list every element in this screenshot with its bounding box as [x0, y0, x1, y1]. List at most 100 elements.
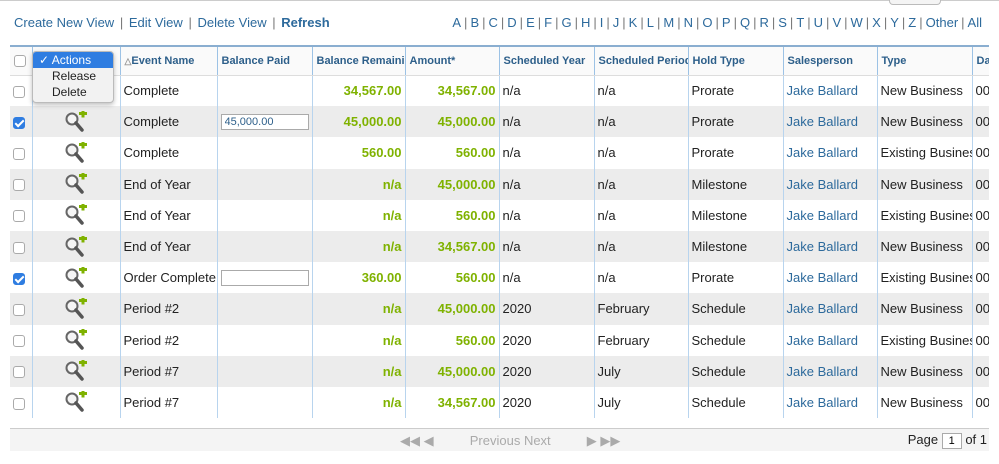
edit-view-link[interactable]: Edit View	[128, 15, 183, 30]
alpha-filter-b[interactable]: B	[470, 15, 480, 30]
top-button[interactable]	[889, 0, 941, 5]
salesperson-link[interactable]: Jake Ballard	[783, 75, 878, 107]
alpha-filter-y[interactable]: Y	[890, 15, 899, 30]
row-checkbox[interactable]	[13, 397, 25, 410]
table-row[interactable]: Complete 34,567.00 34,567.00 n/a n/a Prorate J…	[10, 75, 989, 107]
scheduled-year-cell: 2020	[499, 386, 595, 419]
alpha-filter-z[interactable]: Z	[908, 15, 917, 30]
row-checkbox[interactable]	[13, 85, 25, 98]
magnify-add-icon[interactable]	[64, 265, 88, 289]
alpha-filter-k[interactable]: K	[628, 15, 638, 30]
column-header-event-name[interactable]: △Event Name	[120, 47, 218, 76]
alpha-filter-v[interactable]: V	[832, 15, 842, 30]
alpha-filter-o[interactable]: O	[702, 15, 713, 30]
magnify-add-icon[interactable]	[64, 171, 88, 195]
previous-page-button[interactable]: Previous	[469, 433, 521, 448]
salesperson-link[interactable]: Jake Ballard	[783, 355, 878, 387]
alpha-filter-j[interactable]: J	[612, 15, 620, 30]
balance-paid-input[interactable]	[220, 270, 309, 287]
alpha-filter-i[interactable]: I	[599, 15, 604, 30]
create-view-link[interactable]: Create New View	[14, 15, 115, 30]
alpha-filter-other[interactable]: Other	[925, 15, 959, 30]
magnify-add-icon[interactable]	[64, 140, 88, 164]
column-header-type[interactable]: Type	[877, 47, 973, 76]
delete-view-link[interactable]: Delete View	[197, 15, 267, 30]
magnify-add-icon[interactable]	[64, 234, 88, 258]
alpha-filter-all[interactable]: All	[967, 15, 982, 30]
table-row[interactable]: Complete45,000.0045,000.00n/an/aProrateJ…	[10, 106, 989, 138]
column-header-scheduled-period[interactable]: Scheduled Period	[594, 47, 689, 76]
magnify-add-icon[interactable]	[64, 109, 88, 133]
table-row[interactable]: Period #7 n/a 34,567.00 2020 July Schedule Jak…	[10, 386, 989, 419]
next-page-button[interactable]: Next	[523, 433, 551, 448]
magnify-add-icon[interactable]	[64, 389, 88, 413]
balance-paid-input[interactable]	[220, 114, 309, 131]
alpha-filter-t[interactable]: T	[796, 15, 805, 30]
alpha-filter-h[interactable]: H	[580, 15, 591, 30]
column-header-amount[interactable]: Amount*	[405, 47, 500, 76]
alpha-filter-p[interactable]: P	[721, 15, 731, 30]
alpha-filter-q[interactable]: Q	[739, 15, 751, 30]
salesperson-link[interactable]: Jake Ballard	[783, 199, 878, 231]
alpha-filter-m[interactable]: M	[663, 15, 675, 30]
alpha-filter-w[interactable]: W	[850, 15, 863, 30]
table-row[interactable]: End of Year n/a 34,567.00 n/a n/a Milestone Ja…	[10, 230, 989, 263]
salesperson-link[interactable]: Jake Ballard	[783, 168, 878, 200]
alpha-filter-g[interactable]: G	[561, 15, 572, 30]
magnify-add-icon[interactable]	[64, 358, 88, 382]
actions-option[interactable]: ✓ Actions	[33, 52, 113, 68]
salesperson-link[interactable]: Jake Ballard	[783, 262, 878, 294]
row-checkbox[interactable]	[13, 241, 25, 254]
actions-dropdown[interactable]: ✓ Actions Release Delete	[32, 51, 114, 103]
alpha-filter-u[interactable]: U	[813, 15, 824, 30]
alpha-filter-l[interactable]: L	[646, 15, 654, 30]
table-row[interactable]: Period #2 n/a 45,000.00 2020 February Schedul…	[10, 293, 989, 325]
row-checkbox[interactable]	[13, 303, 25, 316]
table-row[interactable]: End of Year n/a 560.00 n/a n/a Milestone Jake …	[10, 199, 989, 231]
column-header-balance-paid[interactable]: Balance Paid	[217, 47, 313, 76]
column-header-scheduled-year[interactable]: Scheduled Year	[499, 47, 595, 76]
alpha-filter-d[interactable]: D	[507, 15, 517, 30]
alpha-filter-c[interactable]: C	[488, 15, 498, 30]
alpha-filter-x[interactable]: X	[872, 15, 881, 30]
column-header-salesperson[interactable]: Salesperson	[783, 47, 878, 76]
alpha-filter-s[interactable]: S	[778, 15, 787, 30]
magnify-add-icon[interactable]	[64, 296, 88, 320]
row-checkbox[interactable]	[13, 116, 25, 129]
column-header-hold-type[interactable]: Hold Type	[688, 47, 784, 76]
row-checkbox[interactable]	[13, 210, 25, 223]
salesperson-link[interactable]: Jake Ballard	[783, 293, 878, 325]
salesperson-link[interactable]: Jake Ballard	[783, 324, 878, 356]
alpha-filter-a[interactable]: A	[452, 15, 462, 30]
alpha-filter-e[interactable]: E	[526, 15, 535, 30]
row-checkbox[interactable]	[13, 148, 25, 161]
table-row[interactable]: Period #2 n/a 560.00 2020 February Schedule Ja…	[10, 324, 989, 356]
row-checkbox[interactable]	[13, 335, 25, 348]
row-checkbox[interactable]	[13, 272, 25, 285]
salesperson-link[interactable]: Jake Ballard	[783, 230, 878, 263]
alpha-filter-f[interactable]: F	[544, 15, 553, 30]
salesperson-link[interactable]: Jake Ballard	[783, 386, 878, 419]
next-last-icon[interactable]: ▶ ▶▶	[586, 433, 621, 448]
first-prev-icon[interactable]: ◀◀ ◀	[400, 433, 434, 448]
row-checkbox[interactable]	[13, 366, 25, 379]
table-row[interactable]: Period #7 n/a 45,000.00 2020 July Schedule Jak…	[10, 355, 989, 387]
table-row[interactable]: End of Year n/a 45,000.00 n/a n/a Milestone Ja…	[10, 168, 989, 200]
salesperson-link[interactable]: Jake Ballard	[783, 137, 878, 169]
delete-option[interactable]: Delete	[52, 85, 87, 99]
scheduled-year-cell: n/a	[499, 106, 595, 138]
table-row[interactable]: Complete 560.00 560.00 n/a n/a Prorate Jake Ba…	[10, 137, 989, 169]
salesperson-link[interactable]: Jake Ballard	[783, 106, 878, 138]
refresh-link[interactable]: Refresh	[281, 15, 330, 30]
magnify-add-icon[interactable]	[64, 327, 88, 351]
column-header-date[interactable]: Date	[972, 47, 989, 76]
alpha-filter-r[interactable]: R	[759, 15, 769, 30]
table-row[interactable]: Order Complete 360.00 560.00 n/a n/a Prorate J…	[10, 262, 989, 294]
column-header-balance-remaining[interactable]: Balance Remaining	[312, 47, 406, 76]
page-number-input[interactable]	[941, 433, 962, 449]
row-checkbox[interactable]	[13, 179, 25, 192]
magnify-add-icon[interactable]	[64, 202, 88, 226]
select-all-checkbox[interactable]	[14, 54, 26, 67]
release-option[interactable]: Release	[52, 69, 97, 83]
alpha-filter-n[interactable]: N	[683, 15, 693, 30]
